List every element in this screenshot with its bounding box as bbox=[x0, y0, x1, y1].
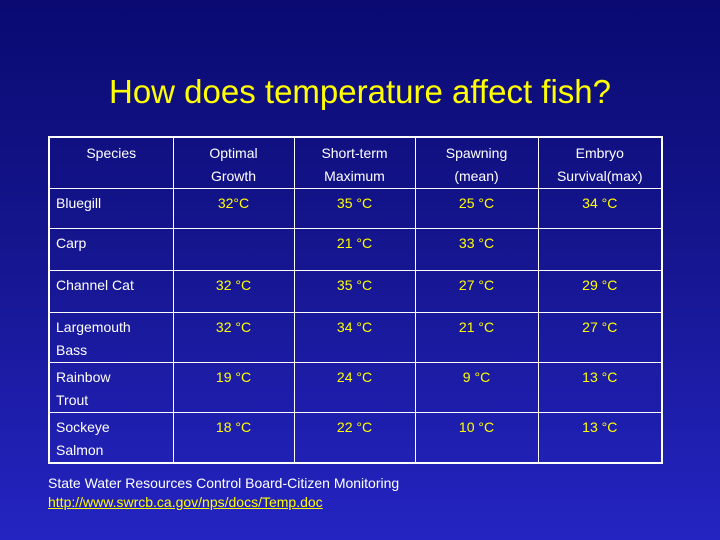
species-line: Salmon bbox=[56, 442, 104, 458]
short-term-max-cell: 34 °C bbox=[293, 312, 416, 363]
species-cell: Largemouth Bass bbox=[48, 312, 174, 363]
spawning-cell: 25 °C bbox=[414, 188, 539, 229]
species-cell: Sockeye Salmon bbox=[48, 412, 174, 464]
short-term-max-cell: 22 °C bbox=[293, 412, 416, 464]
source-link[interactable]: http://www.swrcb.ca.gov/nps/docs/Temp.do… bbox=[48, 494, 323, 510]
source-text: State Water Resources Control Board-Citi… bbox=[48, 475, 400, 491]
species-line: Trout bbox=[56, 392, 89, 408]
header-line: Spawning bbox=[445, 145, 508, 161]
header-species-label: Species bbox=[86, 145, 137, 161]
table-row: Sockeye Salmon 18 °C 22 °C 10 °C 13 °C bbox=[48, 412, 663, 464]
embryo-survival-cell: 29 °C bbox=[537, 270, 663, 313]
header-optimal-growth: Optimal Growth bbox=[172, 136, 295, 189]
optimal-growth-cell: 32 °C bbox=[172, 270, 295, 313]
optimal-growth-cell: 32°C bbox=[172, 188, 295, 229]
optimal-growth-cell: 32 °C bbox=[172, 312, 295, 363]
header-line: Short-term bbox=[321, 145, 388, 161]
header-line: (mean) bbox=[454, 168, 499, 184]
slide-title: How does temperature affect fish? bbox=[109, 73, 611, 110]
header-embryo-survival: Embryo Survival(max) bbox=[537, 136, 663, 189]
species-cell: Channel Cat bbox=[48, 270, 174, 313]
species-cell: Bluegill bbox=[48, 188, 174, 229]
spawning-cell: 27 °C bbox=[414, 270, 539, 313]
header-line: Optimal bbox=[209, 145, 258, 161]
table-row: Rainbow Trout 19 °C 24 °C 9 °C 13 °C bbox=[48, 362, 663, 413]
species-line: Rainbow bbox=[56, 369, 111, 385]
table-row: Bluegill 32°C 35 °C 25 °C 34 °C bbox=[48, 188, 663, 229]
header-line: Maximum bbox=[324, 168, 385, 184]
species-cell: Rainbow Trout bbox=[48, 362, 174, 413]
table-row: Channel Cat 32 °C 35 °C 27 °C 29 °C bbox=[48, 270, 663, 313]
fish-temperature-table: Species Optimal Growth Short-term Maximum … bbox=[48, 136, 663, 464]
header-line: Survival(max) bbox=[556, 168, 643, 184]
species-line: Sockeye bbox=[56, 419, 110, 435]
spawning-cell: 21 °C bbox=[414, 312, 539, 363]
header-line: Growth bbox=[210, 168, 257, 184]
table-row: Largemouth Bass 32 °C 34 °C 21 °C 27 °C bbox=[48, 312, 663, 363]
spawning-cell: 9 °C bbox=[414, 362, 539, 413]
spawning-cell: 10 °C bbox=[414, 412, 539, 464]
optimal-growth-cell bbox=[172, 228, 295, 271]
optimal-growth-cell: 19 °C bbox=[172, 362, 295, 413]
table-header-row: Species Optimal Growth Short-term Maximum … bbox=[48, 136, 663, 189]
header-spawning-mean: Spawning (mean) bbox=[414, 136, 539, 189]
species-cell: Carp bbox=[48, 228, 174, 271]
header-species: Species bbox=[48, 136, 174, 189]
table-row: Carp 21 °C 33 °C bbox=[48, 228, 663, 271]
short-term-max-cell: 21 °C bbox=[293, 228, 416, 271]
source-citation: State Water Resources Control Board-Citi… bbox=[48, 474, 399, 512]
species-line: Bass bbox=[56, 342, 88, 358]
header-short-term-maximum: Short-term Maximum bbox=[293, 136, 416, 189]
spawning-cell: 33 °C bbox=[414, 228, 539, 271]
embryo-survival-cell: 13 °C bbox=[537, 412, 663, 464]
embryo-survival-cell bbox=[537, 228, 663, 271]
short-term-max-cell: 24 °C bbox=[293, 362, 416, 413]
species-line: Largemouth bbox=[56, 319, 131, 335]
embryo-survival-cell: 13 °C bbox=[537, 362, 663, 413]
short-term-max-cell: 35 °C bbox=[293, 270, 416, 313]
embryo-survival-cell: 27 °C bbox=[537, 312, 663, 363]
optimal-growth-cell: 18 °C bbox=[172, 412, 295, 464]
short-term-max-cell: 35 °C bbox=[293, 188, 416, 229]
embryo-survival-cell: 34 °C bbox=[537, 188, 663, 229]
header-line: Embryo bbox=[575, 145, 624, 161]
